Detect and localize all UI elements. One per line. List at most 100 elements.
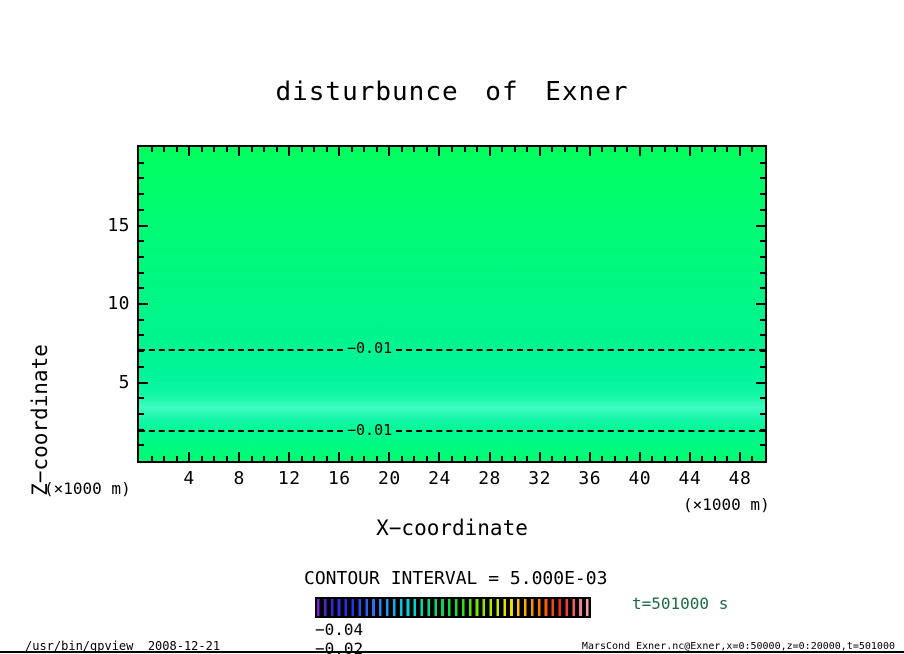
x-tick-label: 24 <box>428 468 451 489</box>
y-minor-tick <box>139 428 144 431</box>
x-minor-tick <box>563 147 566 152</box>
y-minor-tick <box>139 365 144 368</box>
y-minor-tick <box>139 444 144 447</box>
x-axis-title: X−coordinate <box>376 516 528 540</box>
x-minor-tick <box>175 456 178 461</box>
y-minor-tick <box>139 412 144 415</box>
x-tick-label: 44 <box>678 468 702 489</box>
x-minor-tick <box>213 147 216 152</box>
x-minor-tick <box>751 147 754 152</box>
x-minor-tick <box>225 456 228 461</box>
x-minor-tick <box>613 456 616 461</box>
x-minor-tick <box>626 456 629 461</box>
x-minor-tick <box>563 456 566 461</box>
y-minor-tick <box>760 287 765 290</box>
contour-label: −0.01 <box>347 420 393 439</box>
x-minor-tick <box>501 147 504 152</box>
x-minor-tick <box>363 456 366 461</box>
x-minor-tick <box>425 456 428 461</box>
x-minor-tick <box>350 456 353 461</box>
x-major-tick <box>238 452 241 461</box>
x-major-tick <box>738 147 741 156</box>
x-minor-tick <box>200 456 203 461</box>
x-minor-tick <box>551 147 554 152</box>
y-major-tick <box>139 224 148 227</box>
y-tick-label: 10 <box>107 293 130 314</box>
x-unit-label-left: (×1000 m) <box>44 479 131 498</box>
x-major-tick <box>588 147 591 156</box>
x-minor-tick <box>651 456 654 461</box>
x-major-tick <box>638 452 641 461</box>
x-major-tick <box>638 147 641 156</box>
x-tick-label: 12 <box>277 468 301 489</box>
x-major-tick <box>588 452 591 461</box>
y-minor-tick <box>760 161 765 164</box>
page-bottom-rule <box>0 651 904 653</box>
x-minor-tick <box>701 456 704 461</box>
y-tick-label: 5 <box>118 371 130 393</box>
y-minor-tick <box>760 365 765 368</box>
x-major-tick <box>188 147 191 156</box>
y-minor-tick <box>139 193 144 196</box>
x-minor-tick <box>476 456 479 461</box>
x-minor-tick <box>526 456 529 461</box>
colorbar-tick-labels: −0.04−0.0200.020.04 <box>315 620 591 654</box>
x-minor-tick <box>676 456 679 461</box>
x-minor-tick <box>576 456 579 461</box>
y-major-tick <box>756 224 765 227</box>
y-minor-tick <box>760 428 765 431</box>
x-major-tick <box>338 452 341 461</box>
plot-title: disturbunce of Exner <box>275 77 629 107</box>
x-minor-tick <box>213 456 216 461</box>
x-minor-tick <box>526 147 529 152</box>
x-minor-tick <box>501 456 504 461</box>
x-minor-tick <box>313 147 316 152</box>
x-major-tick <box>488 147 491 156</box>
x-minor-tick <box>150 456 153 461</box>
y-minor-tick <box>760 271 765 274</box>
contour-dash-segment <box>139 430 343 433</box>
y-minor-tick <box>760 208 765 211</box>
x-minor-tick <box>726 147 729 152</box>
x-tick-label: 48 <box>728 468 752 489</box>
x-minor-tick <box>713 147 716 152</box>
x-minor-tick <box>313 456 316 461</box>
x-minor-tick <box>400 456 403 461</box>
x-major-tick <box>288 147 291 156</box>
x-minor-tick <box>275 147 278 152</box>
y-minor-tick <box>139 177 144 180</box>
x-minor-tick <box>325 147 328 152</box>
x-minor-tick <box>513 456 516 461</box>
x-major-tick <box>338 147 341 156</box>
y-major-tick <box>756 303 765 305</box>
x-minor-tick <box>713 456 716 461</box>
x-tick-label: 8 <box>233 468 245 489</box>
x-minor-tick <box>451 456 453 461</box>
x-major-tick <box>388 147 391 156</box>
x-minor-tick <box>225 147 228 152</box>
x-minor-tick <box>375 456 378 461</box>
x-tick-label: 20 <box>378 468 401 489</box>
x-minor-tick <box>601 147 604 152</box>
y-minor-tick <box>139 271 144 274</box>
x-minor-tick <box>476 147 479 152</box>
colorbar-tick-label: −0.02 <box>315 639 364 654</box>
y-minor-tick <box>760 177 765 180</box>
colorbar-tick-label: −0.04 <box>315 620 364 639</box>
y-minor-tick <box>139 318 144 321</box>
x-minor-tick <box>413 147 416 152</box>
y-axis-title: Z−coordinate <box>28 344 52 496</box>
contour-interval-text: CONTOUR INTERVAL = 5.000E-03 <box>304 568 608 589</box>
x-tick-label: 32 <box>528 468 551 489</box>
x-minor-tick <box>350 147 353 152</box>
contour-line: −0.01 <box>139 422 765 437</box>
contour-label: −0.01 <box>347 339 393 358</box>
contour-dash-segment <box>139 348 343 351</box>
x-minor-tick <box>726 456 729 461</box>
colorbar <box>315 597 591 618</box>
x-major-tick <box>188 452 191 461</box>
y-minor-tick <box>139 397 144 400</box>
footer-source-info: MarsCond_Exner.nc@Exner,x=0:50000,z=0:20… <box>581 641 895 652</box>
x-major-tick <box>438 452 441 461</box>
